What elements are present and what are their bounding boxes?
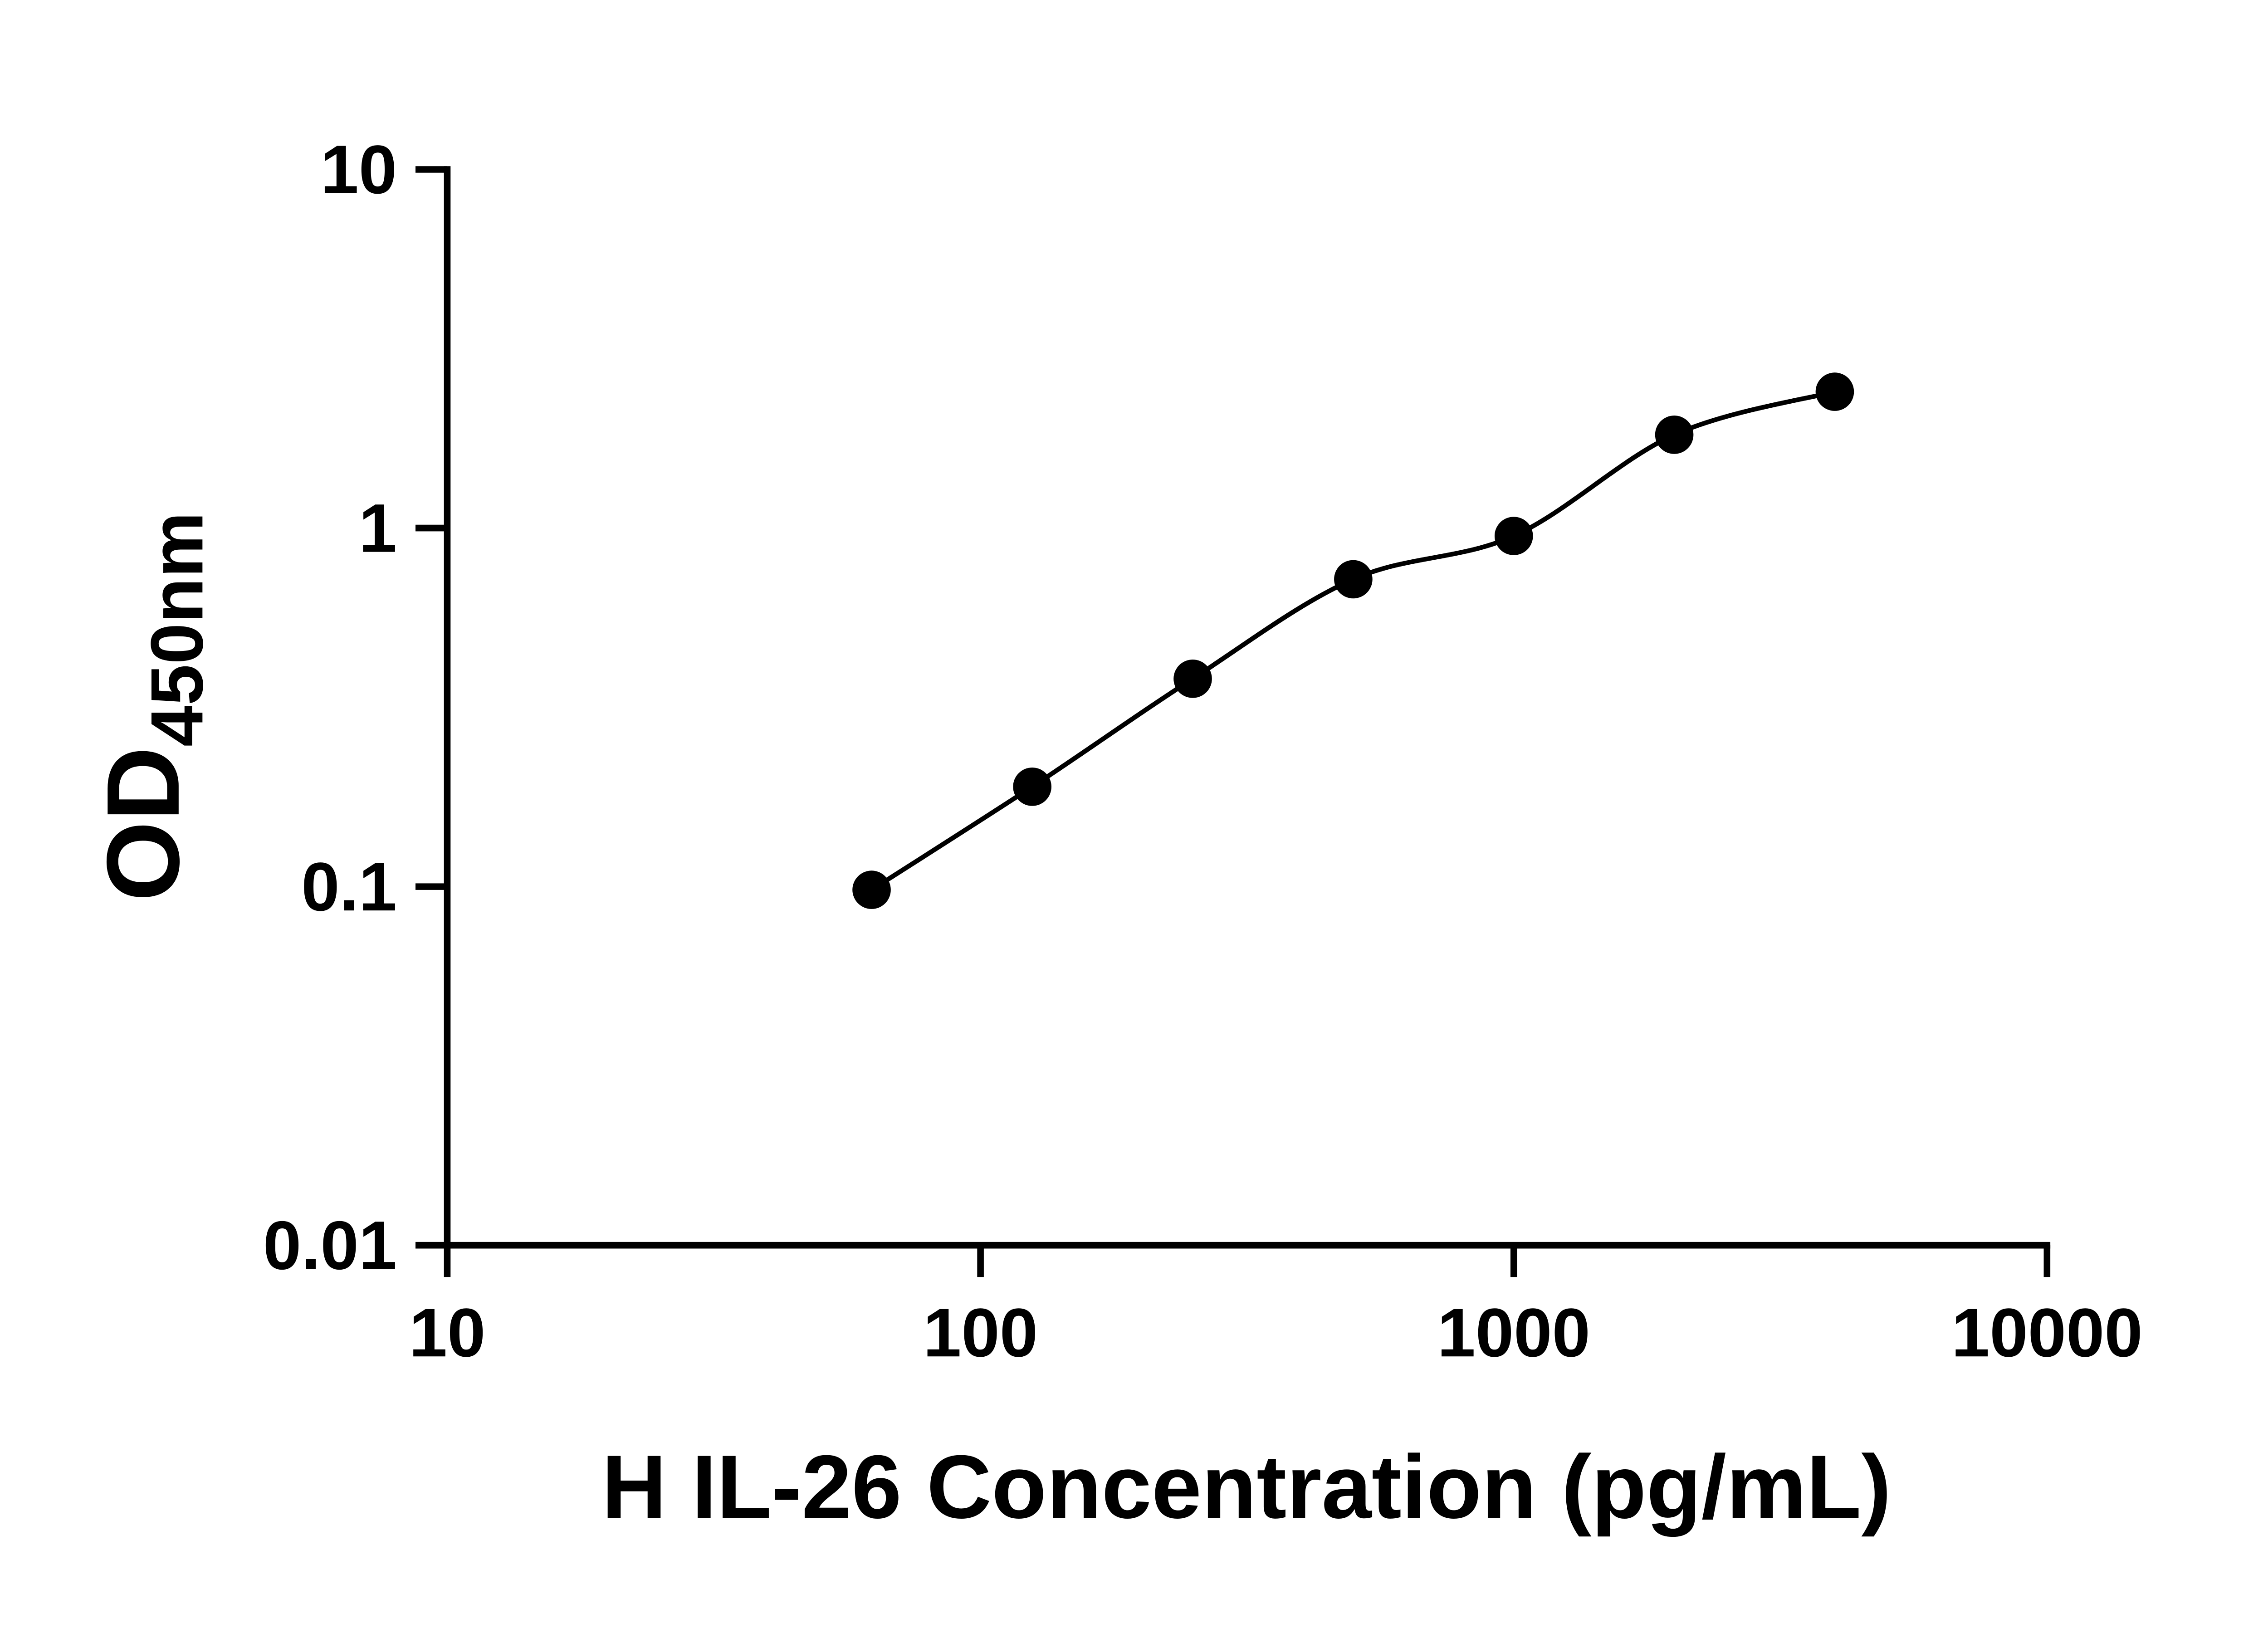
x-tick-label: 10000 — [1951, 1295, 2143, 1371]
data-point — [1494, 517, 1533, 555]
x-tick-label: 1000 — [1437, 1295, 1590, 1371]
y-tick-label: 10 — [320, 132, 397, 208]
x-axis-title: H IL-26 Concentration (pg/mL) — [601, 1437, 1891, 1537]
data-point — [1013, 768, 1051, 806]
data-point — [1815, 372, 1854, 411]
y-tick-label: 0.1 — [301, 849, 397, 925]
axes — [444, 166, 2051, 1249]
data-point — [1173, 660, 1212, 698]
x-tick-label: 10 — [409, 1295, 486, 1371]
y-tick-label: 1 — [359, 490, 397, 567]
fit-curve — [870, 389, 1836, 892]
x-axis-ticks: 10 100 1000 10000 — [409, 1245, 2143, 1371]
axis-lines — [444, 166, 2051, 1249]
x-tick-label: 100 — [923, 1295, 1038, 1371]
y-axis-title: OD450nm — [86, 512, 219, 901]
data-point — [1334, 560, 1373, 599]
y-tick-label: 0.01 — [263, 1208, 397, 1284]
y-axis-title-subscript: 450nm — [135, 512, 218, 747]
y-axis-title-main: OD — [86, 747, 201, 901]
data-point — [852, 870, 891, 909]
plot-series — [852, 372, 1854, 909]
y-axis-ticks: 0.01 0.1 1 10 — [263, 132, 447, 1284]
data-point — [1655, 416, 1694, 454]
